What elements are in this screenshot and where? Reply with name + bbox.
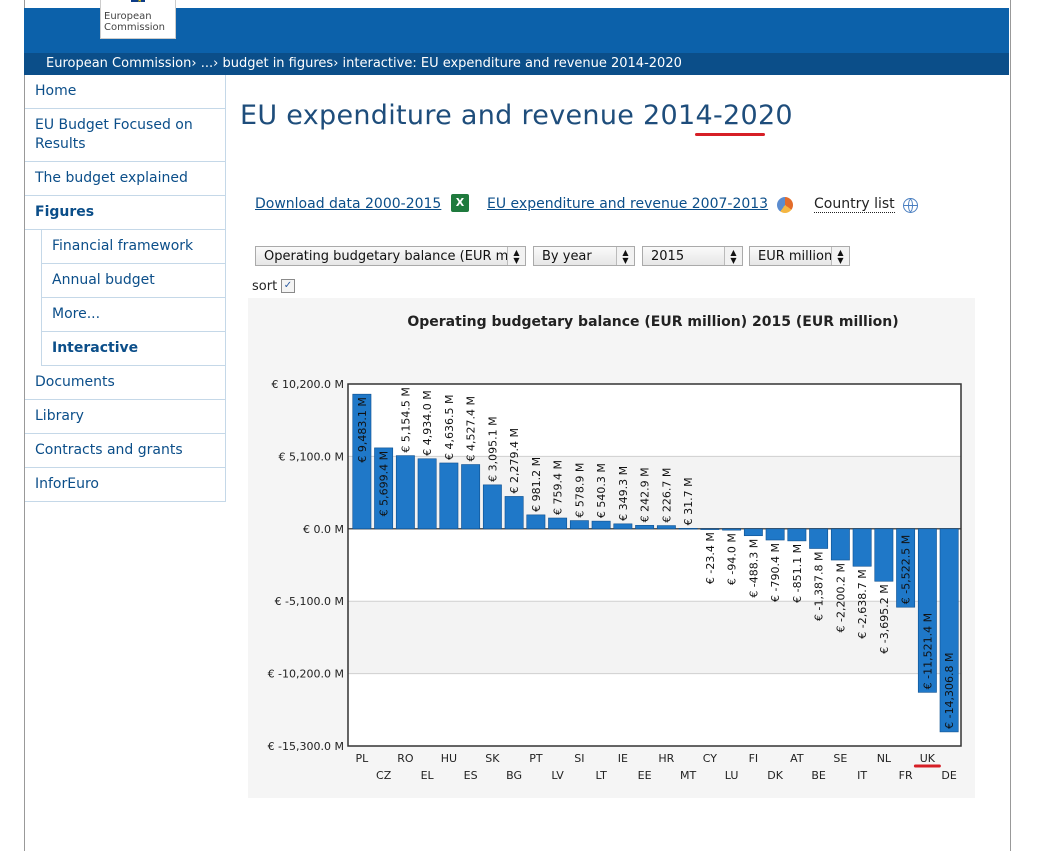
breadcrumb-separator: ›: [333, 56, 339, 71]
unit-select[interactable]: EUR million ▲ ▼: [749, 246, 850, 266]
sidebar-item-budget-explained[interactable]: The budget explained: [25, 162, 225, 196]
select-arrows-icon: ▲ ▼: [507, 247, 525, 265]
chart-panel: [248, 298, 975, 798]
previous-period-link[interactable]: EU expenditure and revenue 2007-2013: [487, 196, 769, 212]
sidebar-item-financial-framework[interactable]: Financial framework: [41, 230, 225, 264]
chart-title: Operating budgetary balance (EUR million…: [407, 314, 899, 330]
sidebar-item-results[interactable]: EU Budget Focused on Results: [25, 109, 225, 162]
sidebar-item-library[interactable]: Library: [25, 400, 225, 434]
excel-icon[interactable]: X: [451, 194, 469, 212]
select-arrows-icon: ▲ ▼: [616, 247, 634, 265]
eu-flag-icon: [131, 0, 145, 2]
red-annotation-underline: [695, 133, 765, 136]
breadcrumb: European Commission› ...› budget in figu…: [24, 53, 1009, 75]
breadcrumb-item-current: interactive: EU expenditure and revenue …: [342, 56, 682, 71]
select-arrows-icon: ▲ ▼: [724, 247, 742, 265]
globe-icon[interactable]: [903, 198, 918, 213]
sort-checkbox[interactable]: ✓: [281, 279, 295, 293]
sidebar-nav: Home EU Budget Focused on Results The bu…: [25, 75, 226, 502]
eu-star-icon: ★: [137, 0, 143, 4]
download-data-link[interactable]: Download data 2000-2015: [255, 196, 442, 212]
breadcrumb-item-home[interactable]: European Commission: [46, 56, 192, 71]
measure-select[interactable]: Operating budgetary balance (EUR million…: [255, 246, 526, 266]
logo-line1: European: [104, 11, 152, 22]
breadcrumb-separator: ›: [213, 56, 219, 71]
sidebar-item-more[interactable]: More...: [41, 298, 225, 332]
pie-chart-icon[interactable]: [777, 197, 793, 213]
sidebar-item-home[interactable]: Home: [25, 75, 225, 109]
year-select[interactable]: 2015 ▲ ▼: [642, 246, 743, 266]
sidebar-item-documents[interactable]: Documents: [25, 366, 225, 400]
breadcrumb-item-ellipsis[interactable]: ...: [200, 56, 214, 71]
period-select[interactable]: By year ▲ ▼: [533, 246, 635, 266]
sidebar-item-annual-budget[interactable]: Annual budget: [41, 264, 225, 298]
sidebar-item-contracts[interactable]: Contracts and grants: [25, 434, 225, 468]
sidebar-item-figures[interactable]: Figures: [25, 196, 225, 230]
select-arrows-icon: ▲ ▼: [831, 247, 849, 265]
european-commission-logo[interactable]: ★ European Commission: [100, 0, 176, 39]
header-band-overlay: [24, 8, 1009, 53]
page-title: EU expenditure and revenue 2014-2020: [240, 100, 793, 131]
sidebar-item-inforeuro[interactable]: InforEuro: [35, 476, 99, 492]
logo-line2: Commission: [104, 22, 166, 33]
breadcrumb-item-budget[interactable]: budget in figures: [222, 56, 334, 71]
breadcrumb-separator: ›: [191, 56, 197, 71]
sidebar-item-interactive[interactable]: Interactive: [41, 332, 225, 366]
sort-label: sort: [252, 279, 278, 294]
country-list-link[interactable]: Country list: [814, 196, 895, 213]
